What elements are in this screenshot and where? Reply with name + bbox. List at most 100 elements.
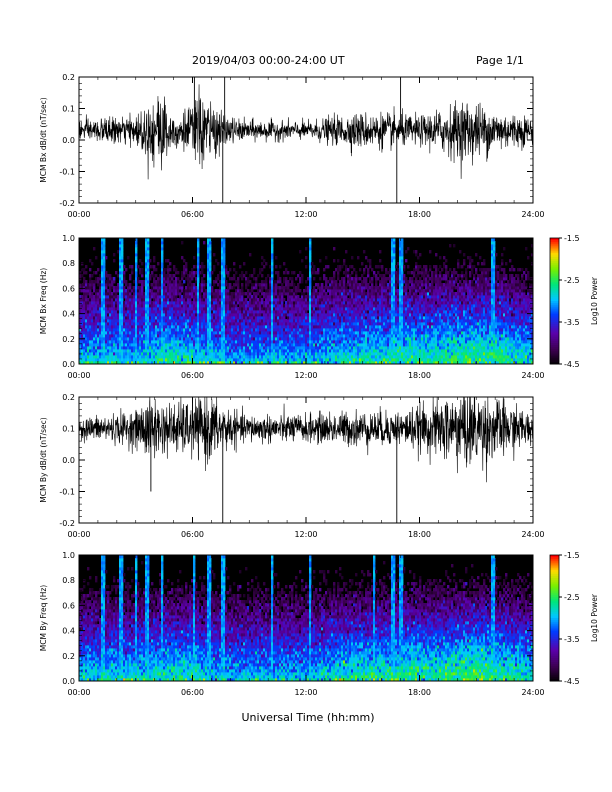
spectrogram-cell — [103, 253, 105, 256]
spectrogram-cell — [309, 256, 311, 259]
spectrogram-cell — [297, 283, 299, 286]
spectrogram-cell — [271, 256, 273, 259]
spectrogram-cell — [135, 274, 137, 277]
spectrogram-cell — [275, 265, 277, 268]
spectrogram-cell — [243, 274, 245, 277]
spectrogram-cell — [121, 268, 123, 271]
spectrogram-cell — [189, 298, 191, 301]
spectrogram-cell — [135, 268, 137, 271]
spectrogram-cell — [183, 280, 185, 283]
spectrogram-cell — [309, 286, 311, 289]
spectrogram-cell — [197, 268, 199, 271]
spectrogram-cell — [309, 265, 311, 268]
spectrogram-cell — [215, 259, 217, 262]
spectrogram-cell — [325, 256, 327, 259]
spectrogram-cell — [251, 289, 253, 292]
spectrogram-cell — [149, 277, 151, 280]
spectrogram-cell — [309, 247, 311, 250]
spectrogram-cell — [135, 250, 137, 253]
spectrogram-cell — [91, 292, 93, 295]
spectrogram-cell — [131, 268, 133, 271]
spectrogram-cell — [203, 286, 205, 289]
spectrogram-cell — [121, 256, 123, 259]
spectrogram-cell — [271, 274, 273, 277]
spectrogram-cell — [223, 241, 225, 244]
spectrogram-cell — [127, 256, 129, 259]
spectrogram-cell — [325, 292, 327, 295]
spectrogram-cell — [271, 247, 273, 250]
spectrogram-cell — [173, 274, 175, 277]
spectrogram-cell — [215, 280, 217, 283]
figure-canvas: 0.20.10.0-0.1-0.200:00 06:00 12:00 18:00 24:… — [0, 0, 612, 792]
spectrogram-cell — [135, 241, 137, 244]
spectrogram-cell — [93, 247, 95, 250]
y-tick-label: 0.0 — [62, 136, 75, 145]
spectrogram-cell — [295, 292, 297, 295]
spectrogram-cell — [175, 295, 177, 298]
spectrogram-cell — [261, 256, 263, 259]
spectrogram-cell — [147, 280, 149, 283]
spectrogram-cell — [197, 256, 199, 259]
spectrogram-cell — [181, 256, 183, 259]
spectrogram-cell — [103, 268, 105, 271]
spectrogram-cell — [223, 256, 225, 259]
spectrogram-cell — [209, 283, 211, 286]
spectrogram-cell — [189, 280, 191, 283]
spectrogram-cell — [281, 301, 283, 304]
spectrogram-cell — [193, 256, 195, 259]
spectrogram-cell — [301, 277, 303, 280]
spectrogram-cell — [223, 253, 225, 256]
spectrogram-cell — [203, 241, 205, 244]
spectrogram-cell — [209, 250, 211, 253]
spectrogram-cell — [223, 244, 225, 247]
spectrogram-cell — [271, 241, 273, 244]
spectrogram-cell — [191, 268, 193, 271]
spectrogram-cell — [259, 295, 261, 298]
spectrogram-cell — [103, 262, 105, 265]
spectrogram-cell — [285, 277, 287, 280]
spectrogram-cell — [223, 262, 225, 265]
spectrogram-cell — [209, 262, 211, 265]
spectrogram-cell — [237, 280, 239, 283]
spectrogram-cell — [103, 259, 105, 262]
spectrogram-cell — [291, 280, 293, 283]
spectrogram-cell — [201, 268, 203, 271]
spectrogram-cell — [175, 268, 177, 271]
spectrogram-cell — [161, 250, 163, 253]
spectrogram-cell — [139, 259, 141, 262]
spectrogram-cell — [271, 250, 273, 253]
spectrogram-cell — [255, 286, 257, 289]
spectrogram-cell — [235, 271, 237, 274]
spectrogram-cell — [89, 277, 91, 280]
spectrogram-cell — [131, 271, 133, 274]
spectrogram-cell — [261, 274, 263, 277]
spectrogram-cell — [233, 262, 235, 265]
spectrogram-cell — [297, 286, 299, 289]
spectrogram-cell — [223, 286, 225, 289]
spectrogram-cell — [223, 274, 225, 277]
spectrogram-cell — [271, 253, 273, 256]
spectrogram-cell — [147, 268, 149, 271]
spectrogram-cell — [105, 271, 107, 274]
spectrogram-cell — [121, 244, 123, 247]
spectrogram-cell — [271, 238, 273, 241]
spectrogram-cell — [209, 253, 211, 256]
spectrogram-cell — [309, 250, 311, 253]
spectrogram-cell — [125, 280, 127, 283]
spectrogram-cell — [265, 277, 267, 280]
spectrogram-cell — [253, 271, 255, 274]
spectrogram-cell — [121, 283, 123, 286]
spectrogram-cell — [217, 262, 219, 265]
spectrogram-cell — [197, 259, 199, 262]
spectrogram-cell — [85, 271, 87, 274]
axes-1: 0.20.10.0-0.1-0.200:00 06:00 12:00 18:00 24:… — [39, 73, 545, 219]
spectrogram-cell — [271, 262, 273, 265]
spectrogram-cell — [155, 268, 157, 271]
spectrogram-cell — [183, 259, 185, 262]
spectrogram-cell — [153, 256, 155, 259]
spectrogram-cell — [271, 244, 273, 247]
spectrogram-cell — [121, 259, 123, 262]
spectrogram-cell — [283, 316, 285, 319]
spectrogram-cell — [259, 271, 261, 274]
spectrogram-cell — [241, 295, 243, 298]
